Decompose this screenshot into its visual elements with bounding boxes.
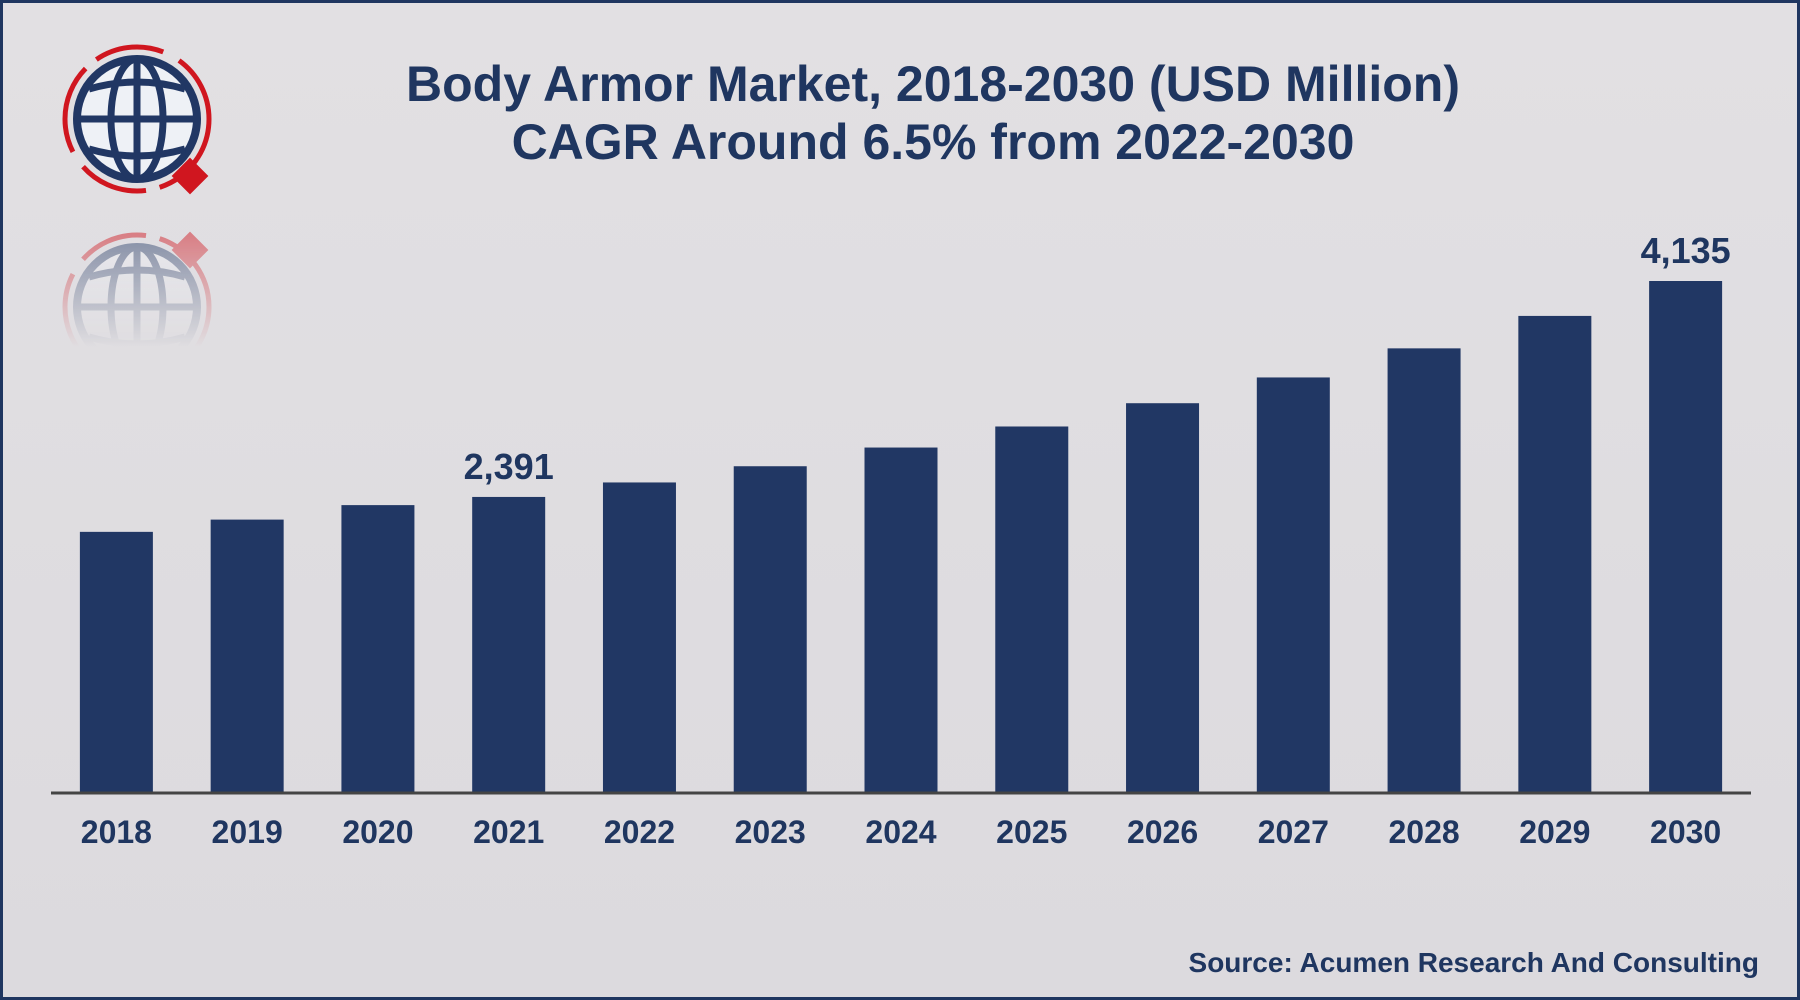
x-tick-label: 2027: [1258, 814, 1329, 850]
source-note: Source: Acumen Research And Consulting: [1188, 947, 1759, 978]
title-line-2: CAGR Around 6.5% from 2022-2030: [511, 114, 1355, 170]
x-tick-label: 2024: [865, 814, 936, 850]
x-tick-label: 2028: [1388, 814, 1459, 850]
bar-2028: [1387, 348, 1461, 793]
x-tick-label: 2022: [604, 814, 675, 850]
x-tick-label: 2021: [473, 814, 544, 850]
x-tick-label: 2018: [81, 814, 152, 850]
bar-2023: [733, 466, 807, 793]
data-label-2030: 4,135: [1641, 230, 1731, 271]
bar-2019: [210, 519, 284, 793]
x-tick-label: 2023: [735, 814, 806, 850]
bar-2026: [1126, 403, 1200, 793]
title-line-1: Body Armor Market, 2018-2030 (USD Millio…: [406, 56, 1460, 112]
bar-2024: [864, 447, 938, 793]
x-tick-label: 2020: [342, 814, 413, 850]
x-tick-label: 2029: [1519, 814, 1590, 850]
bar-2025: [995, 426, 1069, 793]
bar-2020: [341, 505, 415, 793]
x-tick-label: 2019: [212, 814, 283, 850]
bar-2029: [1518, 315, 1592, 793]
bar-2018: [79, 531, 153, 793]
bar-2030: [1649, 281, 1723, 793]
x-tick-label: 2026: [1127, 814, 1198, 850]
bar-chart: 2018 2019 2020 2021 2,391 2022 2023 2024 2025 202…: [51, 230, 1751, 850]
x-tick-label: 2025: [996, 814, 1067, 850]
data-label-2021: 2,391: [464, 446, 554, 487]
bar-2022: [602, 482, 676, 793]
chart-title: Body Armor Market, 2018-2030 (USD Millio…: [243, 55, 1623, 171]
bar-2027: [1256, 377, 1330, 793]
x-tick-label: 2030: [1650, 814, 1721, 850]
bar-2021: [472, 496, 546, 793]
